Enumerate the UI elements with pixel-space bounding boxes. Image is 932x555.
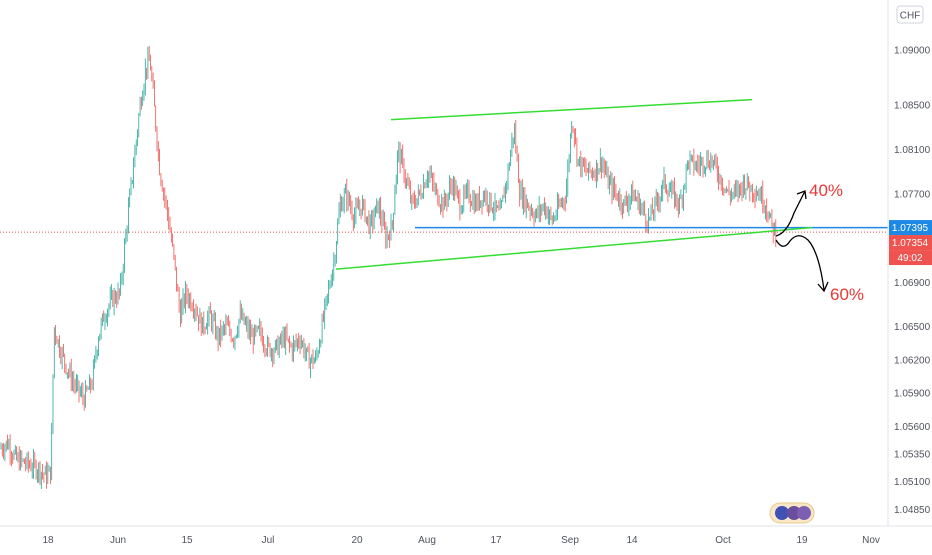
y-tick-label: 1.05600 [894,422,931,433]
y-tick-label: 1.09000 [894,45,931,56]
x-tick-label: Jul [262,535,275,546]
y-tick-label: 1.05350 [894,450,931,461]
bar-countdown-text: 49:02 [897,253,922,264]
candlestick-series [0,45,777,489]
y-tick-label: 1.05900 [894,389,931,400]
y-tick-label: 1.06500 [894,322,931,333]
events-icon[interactable] [769,502,815,524]
x-tick-label: 20 [351,535,363,546]
annotation-40-percent: 40% [809,181,843,200]
price-label-horizontal: 1.07395 [889,220,932,236]
x-tick-label: 19 [796,535,808,546]
bar-countdown-label: 49:02 [889,250,932,266]
price-label-current-text: 1.07354 [892,238,929,249]
plot-area[interactable] [0,0,888,526]
x-tick-label: Oct [715,535,731,546]
y-tick-label: 1.06200 [894,355,931,366]
annotation-60-percent: 60% [830,285,864,304]
x-tick-label: Jun [110,535,126,546]
y-tick-label: 1.08500 [894,101,931,112]
x-tick-label: 17 [490,535,502,546]
x-tick-label: 18 [42,535,54,546]
price-label-horizontal-text: 1.07395 [892,223,929,234]
currency-badge[interactable]: CHF [896,5,924,24]
lower-trendline[interactable] [335,226,813,270]
y-tick-label: 1.07700 [894,189,931,200]
price-label-current: 1.07354 [889,235,932,251]
x-tick-label: Aug [418,535,436,546]
x-tick-label: Nov [862,535,880,546]
currency-badge-label: CHF [900,11,921,22]
upper-trendline[interactable] [390,98,753,121]
y-axis-ticks: 1.090001.085001.081001.077001.073001.069… [894,45,931,516]
x-axis-ticks: 18 Jun 15 Jul 20 Aug 17 Sep 14 Oct 19 Nov [42,535,879,546]
y-tick-label: 1.08100 [894,145,931,156]
y-tick-label: 1.06900 [894,278,931,289]
x-tick-label: 15 [181,535,193,546]
y-tick-label: 1.05100 [894,477,931,488]
x-tick-label: 14 [626,535,638,546]
bullish-projection-arrow [775,190,807,237]
x-tick-label: Sep [561,535,579,546]
y-tick-label: 1.04850 [894,505,931,516]
bearish-projection-arrow [775,235,829,293]
